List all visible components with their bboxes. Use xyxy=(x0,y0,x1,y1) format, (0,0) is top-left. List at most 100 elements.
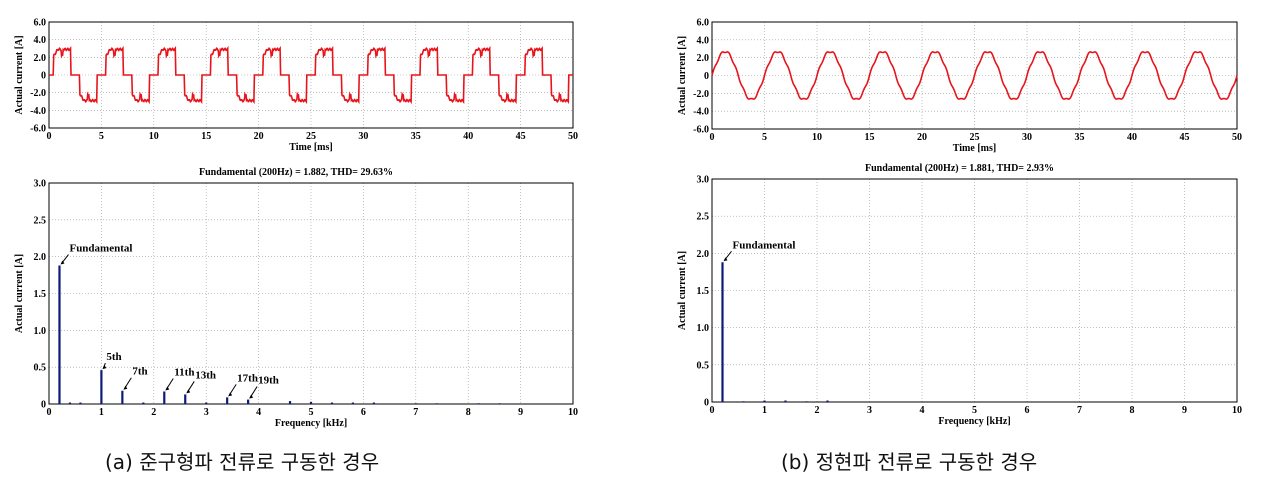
y-tick-label: -6.0 xyxy=(693,125,709,136)
y-tick-label: 1.0 xyxy=(34,326,47,337)
y-tick-label: -2.0 xyxy=(693,89,709,100)
current-waveform xyxy=(49,45,573,105)
x-tick-label: 40 xyxy=(1127,132,1137,143)
x-tick-label: 15 xyxy=(201,131,211,142)
y-tick-label: -6.0 xyxy=(30,124,46,135)
x-tick-label: 5 xyxy=(762,132,767,143)
annotation-7th: 7th xyxy=(132,366,147,378)
x-tick-label: 45 xyxy=(1180,132,1190,143)
y-tick-label: 2.5 xyxy=(34,215,47,226)
chart-b_time: 0 5 10 15 20 25 30 35 40 45 50 6.0 4.0 2.0 0 -2.0 -4.0 -6… xyxy=(677,18,1242,155)
x-tick-label: 2 xyxy=(151,407,156,418)
y-tick-label: 2.5 xyxy=(697,212,710,223)
current-waveform xyxy=(711,51,1238,100)
y-tick-label: 0 xyxy=(41,400,46,411)
annotation-arrowhead xyxy=(228,392,233,397)
chart-a_time: 0 5 10 15 20 25 30 35 40 45 50 6.0 4.0 2.0 0 -2.0 -4.0 -6… xyxy=(14,18,578,154)
annotation-arrowhead xyxy=(60,260,65,265)
y-tick-label: -4.0 xyxy=(30,106,46,117)
y-tick-label: -4.0 xyxy=(693,107,709,118)
annotation-arrowhead xyxy=(102,365,107,370)
y-tick-label: -2.0 xyxy=(30,88,46,99)
x-tick-label: 25 xyxy=(970,132,980,143)
chart-a_fft: 0 1 2 3 4 5 6 7 8 9 10 3.0 2.5 2.0 1.5 1.0 0.5 0 Frequency… xyxy=(14,167,578,429)
x-tick-label: 20 xyxy=(254,131,264,142)
caption-b: (b) 정현파 전류로 구동한 경우 xyxy=(781,450,1038,474)
x-tick-label: 5 xyxy=(309,407,314,418)
y-tick-label: 0.5 xyxy=(697,360,710,371)
x-tick-label: 40 xyxy=(463,131,473,142)
x-axis-label: Time [ms] xyxy=(289,142,332,153)
x-tick-label: 15 xyxy=(865,132,875,143)
y-tick-label: 2.0 xyxy=(34,252,47,263)
chart-title: Fundamental (200Hz) = 1.881, THD= 2.93% xyxy=(865,163,1054,174)
x-tick-label: 35 xyxy=(1075,132,1085,143)
x-tick-label: 0 xyxy=(710,405,715,416)
x-tick-label: 7 xyxy=(1077,405,1082,416)
x-tick-label: 9 xyxy=(1182,405,1187,416)
y-tick-label: 2.0 xyxy=(697,53,710,64)
x-tick-label: 10 xyxy=(812,132,822,143)
y-tick-label: 2.0 xyxy=(34,53,47,64)
y-tick-label: 3.0 xyxy=(697,175,710,186)
x-tick-label: 4 xyxy=(256,407,261,418)
annotation-arrowhead xyxy=(249,394,254,399)
x-tick-label: 10 xyxy=(568,407,578,418)
x-tick-label: 8 xyxy=(466,407,471,418)
y-tick-label: 6.0 xyxy=(697,18,710,29)
y-tick-label: 6.0 xyxy=(34,18,47,29)
y-tick-label: 2.0 xyxy=(697,249,710,260)
annotation-13th: 13th xyxy=(195,369,216,381)
annotation-fundamental: Fundamental xyxy=(69,243,132,255)
x-tick-label: 10 xyxy=(149,131,159,142)
caption-a: (a) 준구형파 전류로 구동한 경우 xyxy=(105,450,380,474)
y-tick-label: 3.0 xyxy=(34,179,47,190)
chart-title: Fundamental (200Hz) = 1.882, THD= 29.63% xyxy=(199,167,393,178)
y-axis-label: Actual current [A] xyxy=(14,35,25,114)
x-axis-label: Frequency [kHz] xyxy=(938,416,1010,427)
x-tick-label: 2 xyxy=(815,405,820,416)
x-tick-label: 0 xyxy=(710,132,715,143)
x-tick-label: 50 xyxy=(1232,132,1242,143)
x-tick-label: 8 xyxy=(1130,405,1135,416)
x-tick-label: 6 xyxy=(361,407,366,418)
annotation-19th: 19th xyxy=(258,375,279,387)
annotation-arrowhead xyxy=(186,389,191,394)
y-tick-label: 4.0 xyxy=(697,35,710,46)
x-tick-label: 20 xyxy=(917,132,927,143)
x-tick-label: 50 xyxy=(568,131,578,142)
x-tick-label: 4 xyxy=(920,405,925,416)
x-tick-label: 25 xyxy=(306,131,316,142)
x-tick-label: 5 xyxy=(99,131,104,142)
annotation-17th: 17th xyxy=(237,372,258,384)
annotation-5th: 5th xyxy=(106,351,121,363)
y-tick-label: 0 xyxy=(704,398,709,409)
annotation-arrowhead xyxy=(165,386,170,391)
annotation-arrowhead xyxy=(723,257,728,262)
plot-frame xyxy=(711,178,1238,403)
x-tick-label: 1 xyxy=(762,405,767,416)
y-axis-label: Actual current [A] xyxy=(677,36,688,115)
y-tick-label: 0 xyxy=(704,71,709,82)
y-tick-label: 1.5 xyxy=(34,289,47,300)
x-tick-label: 0 xyxy=(47,131,52,142)
x-tick-label: 35 xyxy=(411,131,421,142)
x-tick-label: 1 xyxy=(99,407,104,418)
annotation-11th: 11th xyxy=(174,366,194,378)
y-tick-label: 1.0 xyxy=(697,323,710,334)
y-tick-label: 0.5 xyxy=(34,363,47,374)
y-tick-label: 1.5 xyxy=(697,286,710,297)
annotation-fundamental: Fundamental xyxy=(733,239,796,251)
x-axis-label: Time [ms] xyxy=(953,143,996,154)
y-axis-label: Actual current [A] xyxy=(677,251,688,330)
x-tick-label: 5 xyxy=(972,405,977,416)
annotation-arrowhead xyxy=(123,385,128,390)
chart-b_fft: 0 1 2 3 4 5 6 7 8 9 10 3.0 2.5 2.0 1.5 1.0 0.5 0 Frequency… xyxy=(677,163,1242,427)
y-axis-label: Actual current [A] xyxy=(14,254,25,333)
x-tick-label: 6 xyxy=(1025,405,1030,416)
x-tick-label: 30 xyxy=(358,131,368,142)
x-axis-label: Frequency [kHz] xyxy=(275,418,347,429)
x-tick-label: 3 xyxy=(867,405,872,416)
x-tick-label: 7 xyxy=(413,407,418,418)
